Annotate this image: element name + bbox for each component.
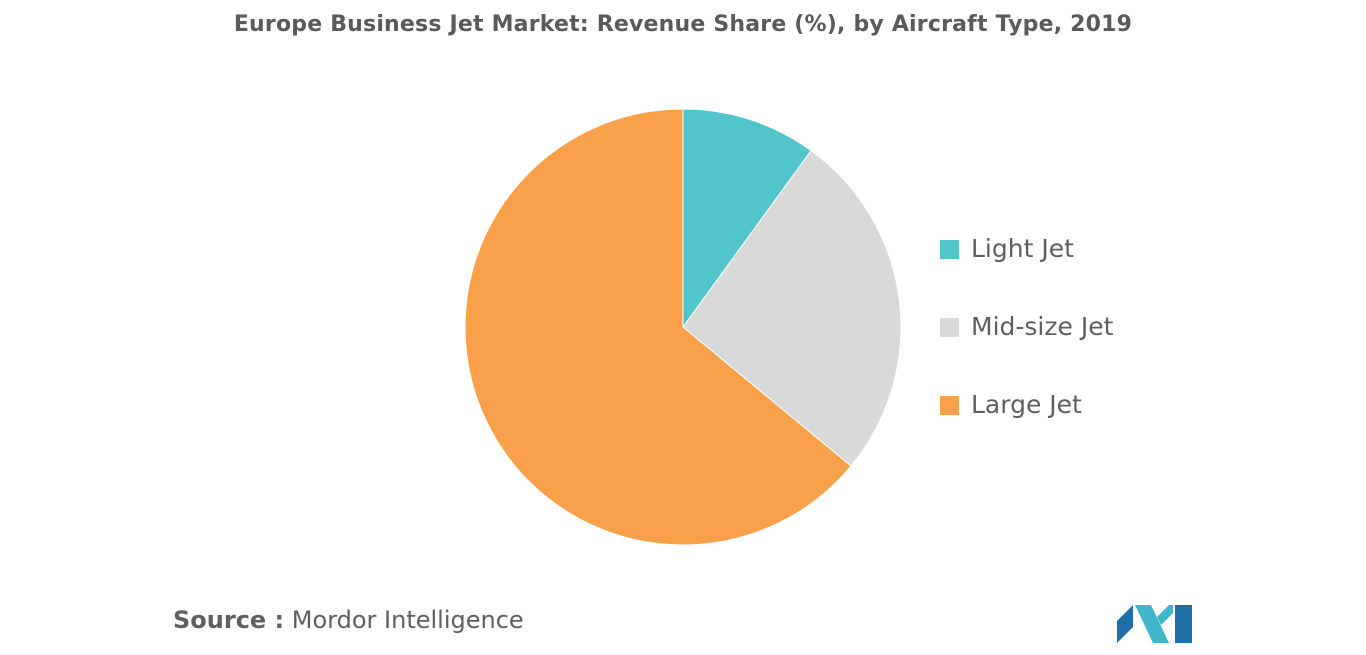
logo-shape-middle — [1135, 605, 1169, 643]
chart-title: Europe Business Jet Market: Revenue Shar… — [233, 12, 1133, 37]
source-text: Mordor Intelligence — [291, 606, 524, 634]
logo-shape-left — [1117, 605, 1133, 643]
legend-label-light-jet: Light Jet — [971, 234, 1074, 263]
source-note: Source : Mordor Intelligence — [173, 606, 524, 634]
pie-slice-light-jet — [682, 108, 812, 329]
pie-slice-large-jet — [464, 108, 852, 546]
logo-shape-right-stripe — [1157, 605, 1173, 625]
mordor-intelligence-logo — [1117, 605, 1192, 643]
source-label: Source : — [173, 606, 285, 634]
pie-slice-mid-size-jet — [682, 149, 902, 467]
legend-swatch-light-jet — [940, 240, 959, 259]
logo-shape-right — [1175, 605, 1192, 643]
legend-label-large-jet: Large Jet — [971, 390, 1082, 419]
legend-label-mid-size-jet: Mid-size Jet — [971, 312, 1114, 341]
legend-swatch-large-jet — [940, 396, 959, 415]
legend-swatch-mid-size-jet — [940, 318, 959, 337]
